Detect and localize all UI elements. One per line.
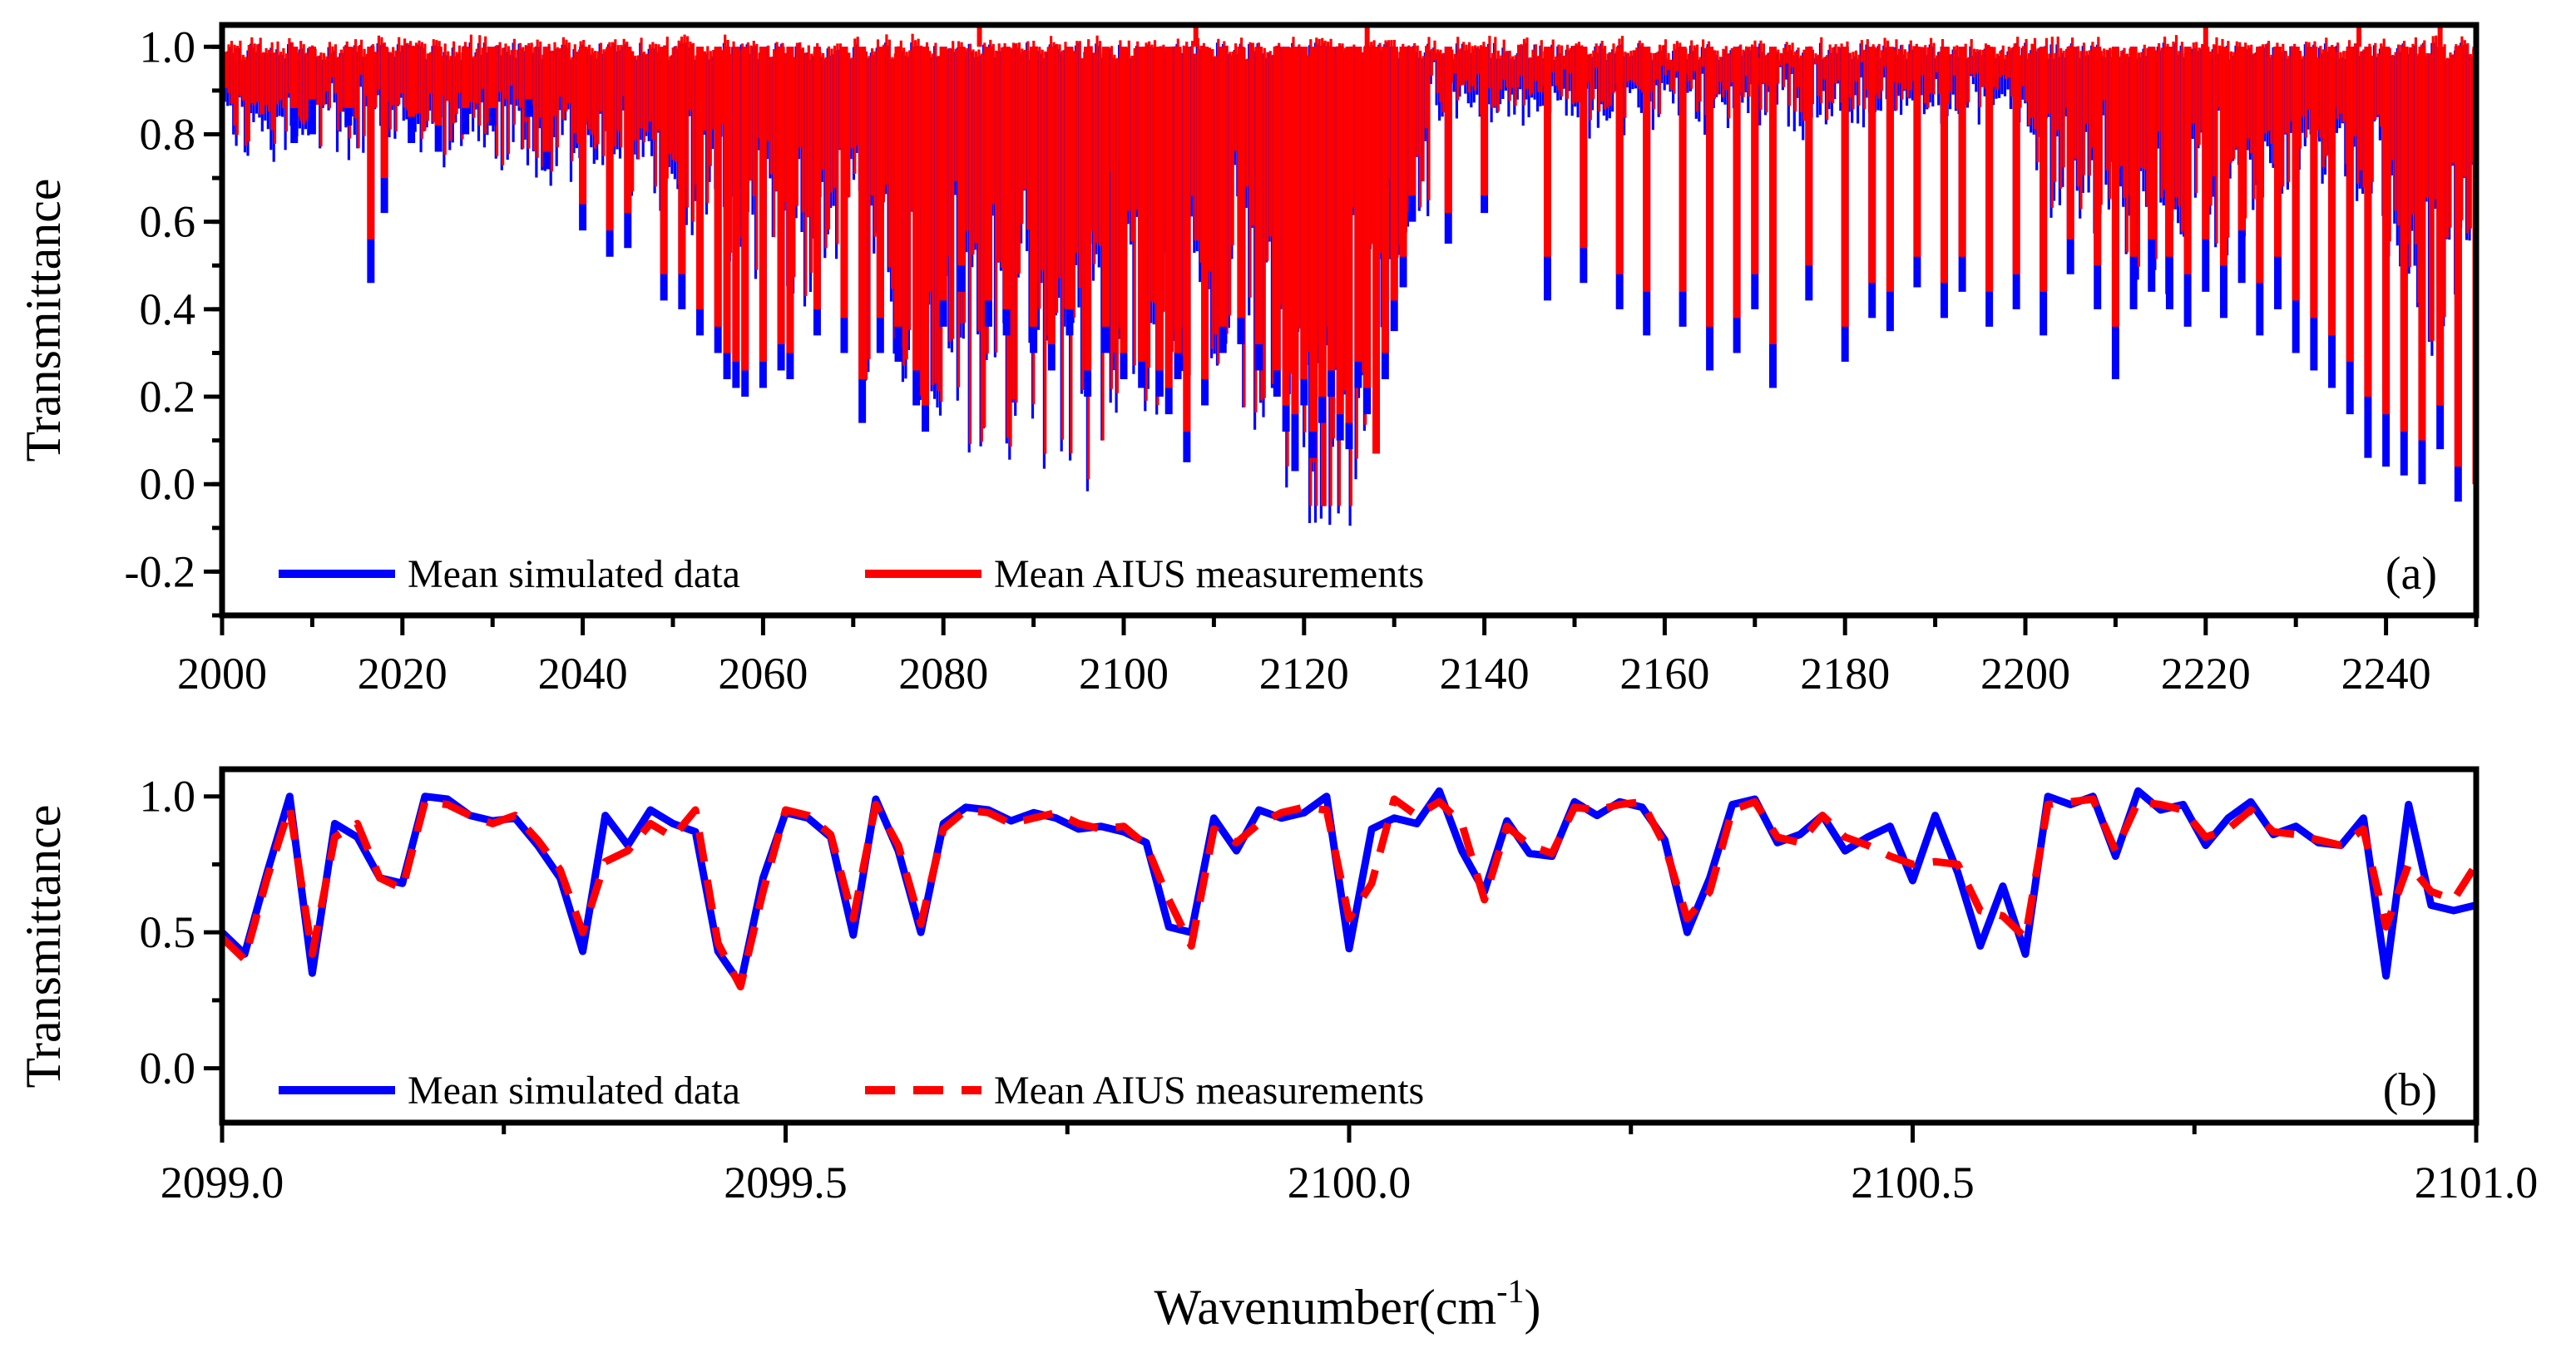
a-x-tick-label: 2140: [1440, 649, 1530, 699]
a-y-tick-label: 0.2: [140, 372, 196, 422]
legend-b-measured-label: Mean AIUS measurements: [994, 1069, 1424, 1113]
b-x-tick-label: 2100.5: [1851, 1158, 1975, 1207]
a-x-tick-label: 2020: [358, 649, 447, 699]
panel-a-spectrum: [223, 25, 2476, 526]
panel-b-simulated-line: [222, 787, 2476, 988]
b-x-tick-label: 2100.0: [1288, 1158, 1412, 1207]
b-y-tick-label: 0.5: [140, 907, 196, 957]
a-x-tick-label: 2240: [2341, 649, 2431, 699]
x-axis-label-superscript: -1: [1496, 1272, 1524, 1310]
panel-b: 0.0 0.5 1.0 2099.0 2099.5 2100.0 2100.5 2101.0…: [16, 766, 2539, 1335]
legend-a-simulated-label: Mean simulated data: [408, 552, 740, 596]
panel-a-frame: [219, 22, 2480, 619]
a-x-tick-label: 2080: [898, 649, 988, 699]
legend-a-measured-label: Mean AIUS measurements: [994, 552, 1424, 596]
x-axis-label-suffix: ): [1525, 1280, 1541, 1335]
a-x-tick-label: 2000: [177, 649, 267, 699]
a-y-tick-label: 0.0: [140, 459, 196, 509]
panel-a-label: (a): [2386, 548, 2437, 600]
panel-a-x-axis: 2000 2020 2040 2060 2080 2100 2120 2140 2160 2180…: [177, 615, 2479, 699]
b-x-tick-label: 2099.0: [161, 1158, 284, 1207]
a-y-tick-label: 0.6: [140, 197, 196, 247]
panel-b-frame: [219, 766, 2480, 1126]
a-x-tick-label: 2100: [1079, 649, 1169, 699]
a-x-tick-label: 2160: [1619, 649, 1709, 699]
a-x-tick-label: 2060: [718, 649, 808, 699]
b-y-tick-label: 0.0: [140, 1044, 196, 1094]
panel-a-legend: Mean simulated data Mean AIUS measuremen…: [279, 552, 1424, 596]
b-y-tick-label: 1.0: [140, 772, 196, 822]
panel-b-x-axis: 2099.0 2099.5 2100.0 2100.5 2101.0: [161, 1123, 2539, 1207]
panel-b-label: (b): [2383, 1064, 2437, 1116]
legend-b-simulated-label: Mean simulated data: [408, 1069, 740, 1113]
a-x-tick-label: 2180: [1800, 649, 1890, 699]
panel-b-legend: Mean simulated data Mean AIUS measuremen…: [279, 1069, 1424, 1113]
a-x-tick-label: 2040: [538, 649, 628, 699]
x-axis-label-main: Wavenumber(cm: [1155, 1280, 1497, 1335]
b-x-tick-label: 2099.5: [724, 1158, 848, 1207]
x-axis-label: Wavenumber(cm-1): [1155, 1272, 1541, 1335]
panel-a-y-label: Transmittance: [16, 178, 71, 462]
a-y-tick-label: 0.4: [140, 284, 196, 334]
b-x-tick-label: 2101.0: [2415, 1158, 2539, 1207]
panel-a-y-axis: -0.2 0.0 0.2 0.4 0.6 0.8 1.0: [125, 22, 222, 618]
panel-b-y-axis: 0.0 0.5 1.0: [140, 772, 222, 1094]
a-x-tick-label: 2120: [1259, 649, 1349, 699]
panel-b-measured-line: [222, 795, 2476, 990]
panel-b-y-label: Transmittance: [16, 804, 71, 1088]
a-y-tick-label: -0.2: [125, 546, 195, 596]
a-y-tick-label: 1.0: [140, 22, 196, 72]
a-y-tick-label: 0.8: [140, 109, 196, 159]
a-x-tick-label: 2200: [1980, 649, 2070, 699]
a-x-tick-label: 2220: [2161, 649, 2251, 699]
